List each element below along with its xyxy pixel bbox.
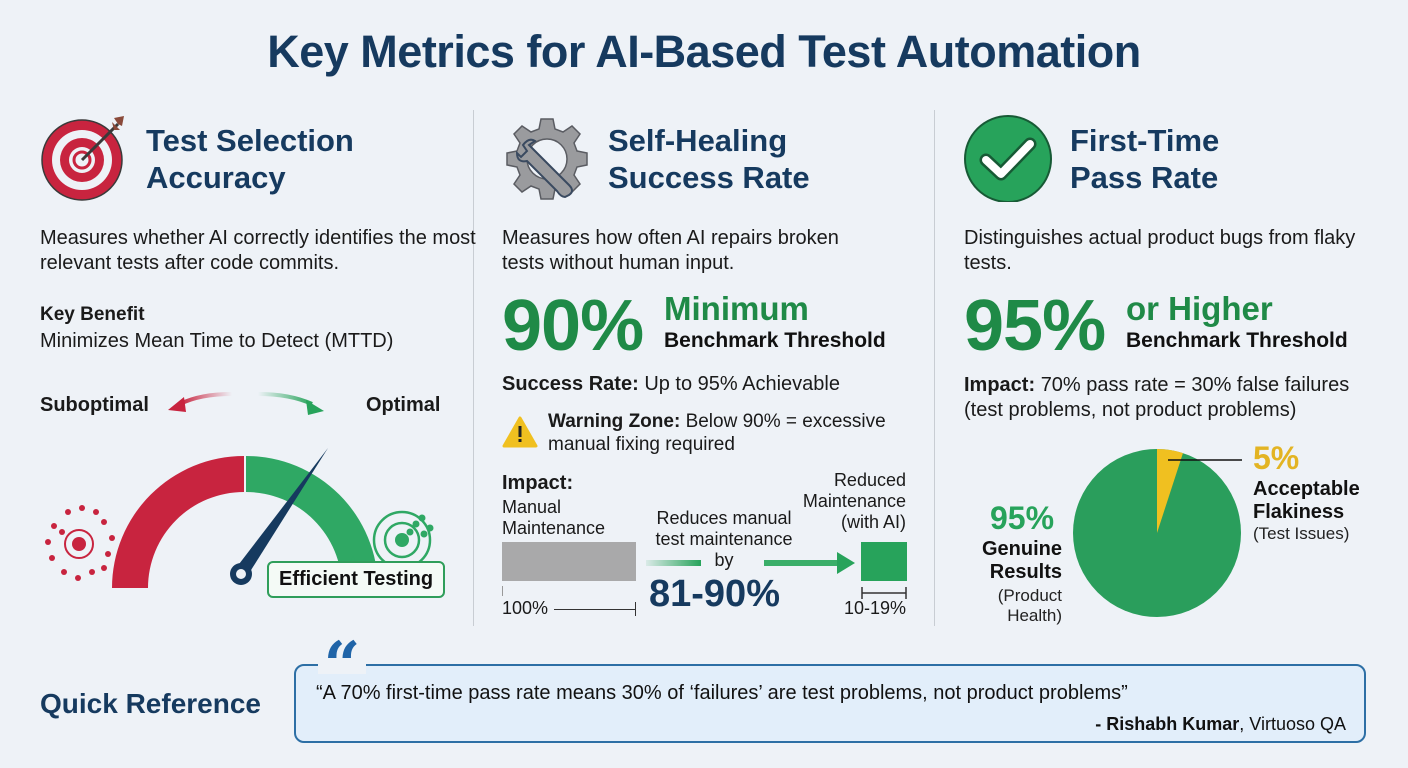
manual-maintenance-value: 100%	[502, 598, 549, 618]
ai-maintenance-bar	[861, 542, 907, 581]
quote-box: “A 70% first-time pass rate means 30% of…	[294, 664, 1366, 743]
warning-zone: Warning Zone: Below 90% = excessive manu…	[502, 410, 932, 460]
quote-mark-icon: “	[318, 634, 366, 698]
success-rate-line: Success Rate: Up to 95% Achievable	[502, 373, 840, 395]
gauge-optimal-label: Optimal	[366, 394, 441, 416]
column-divider	[934, 110, 935, 626]
ai-maintenance-label: Reduced Maintenance (with AI)	[802, 470, 906, 532]
metric-self-healing-success-rate: Self-Healing Success Rate Measures how o…	[502, 108, 922, 638]
manual-maintenance-label: Manual Maintenance	[502, 497, 606, 538]
efficiency-gauge	[45, 392, 434, 588]
gear-wrench-icon	[506, 118, 588, 200]
reduction-arrow-icon	[646, 552, 855, 574]
benchmark-qualifier: Minimum	[664, 290, 809, 327]
right-arrow-icon	[257, 392, 313, 406]
metric-description: Measures how often AI repairs broken tes…	[502, 227, 839, 274]
benchmark-row: 95% or Higher Benchmark Threshold	[964, 286, 1404, 366]
warning-icon	[502, 416, 538, 448]
ai-maintenance-value: 10-19%	[844, 598, 907, 618]
key-benefit-text: Minimizes Mean Time to Detect (MTTD)	[40, 330, 394, 352]
genuine-label: Genuine Results	[981, 538, 1062, 583]
checkmark-circle-icon	[964, 115, 1052, 202]
pass-rate-pie-chart	[1073, 449, 1242, 617]
metric-title: Test Selection Accuracy	[146, 123, 354, 195]
gauge-suboptimal-label: Suboptimal	[40, 394, 149, 416]
genuine-sublabel: (Product Health)	[997, 586, 1062, 625]
metric-test-selection-accuracy: Test Selection Accuracy Measures whether…	[40, 108, 476, 638]
impact-label: Impact:	[502, 472, 574, 494]
metric-header: Self-Healing Success Rate	[502, 108, 922, 208]
metric-description: Measures whether AI correctly identifies…	[40, 227, 476, 274]
focused-target-icon	[372, 510, 434, 570]
metric-header: First-Time Pass Rate	[964, 108, 1384, 208]
manual-maintenance-bar	[502, 542, 636, 581]
metric-first-time-pass-rate: First-Time Pass Rate Distinguishes actua…	[964, 108, 1384, 638]
metric-title: Self-Healing Success Rate	[608, 123, 810, 195]
benchmark-value: 95%	[964, 286, 1106, 366]
reduction-value: 81-90%	[649, 573, 780, 615]
reduction-caption: Reduces manual test maintenance by	[655, 508, 793, 570]
benchmark-qualifier: or Higher	[1126, 290, 1273, 327]
key-benefit-label: Key Benefit	[40, 304, 145, 325]
flaky-sublabel: (Test Issues)	[1253, 524, 1350, 543]
efficient-testing-callout: Efficient Testing	[267, 561, 446, 598]
quote-attribution: - Rishabh Kumar, Virtuoso QA	[1095, 714, 1346, 734]
metric-header: Test Selection Accuracy	[40, 108, 460, 208]
left-arrow-icon	[179, 392, 233, 406]
genuine-value: 95%	[990, 500, 1055, 536]
benchmark-caption: Benchmark Threshold	[1126, 329, 1348, 352]
page-title: Key Metrics for AI-Based Test Automation	[267, 26, 1141, 77]
benchmark-row: 90% Minimum Benchmark Threshold	[502, 286, 942, 366]
column-divider	[473, 110, 474, 626]
scattered-target-icon	[45, 505, 115, 581]
impact-text: Impact: 70% pass rate = 30% false failur…	[964, 374, 1350, 421]
flaky-value: 5%	[1253, 440, 1300, 476]
target-icon	[41, 116, 124, 201]
benchmark-caption: Benchmark Threshold	[664, 329, 886, 352]
metric-title: First-Time Pass Rate	[1070, 123, 1220, 195]
metric-description: Distinguishes actual product bugs from f…	[964, 227, 1356, 274]
benchmark-value: 90%	[502, 286, 644, 366]
flaky-label: Acceptable Flakiness	[1253, 478, 1360, 523]
quick-reference-label: Quick Reference	[40, 688, 261, 719]
quote-text: “A 70% first-time pass rate means 30% of…	[316, 682, 1128, 704]
